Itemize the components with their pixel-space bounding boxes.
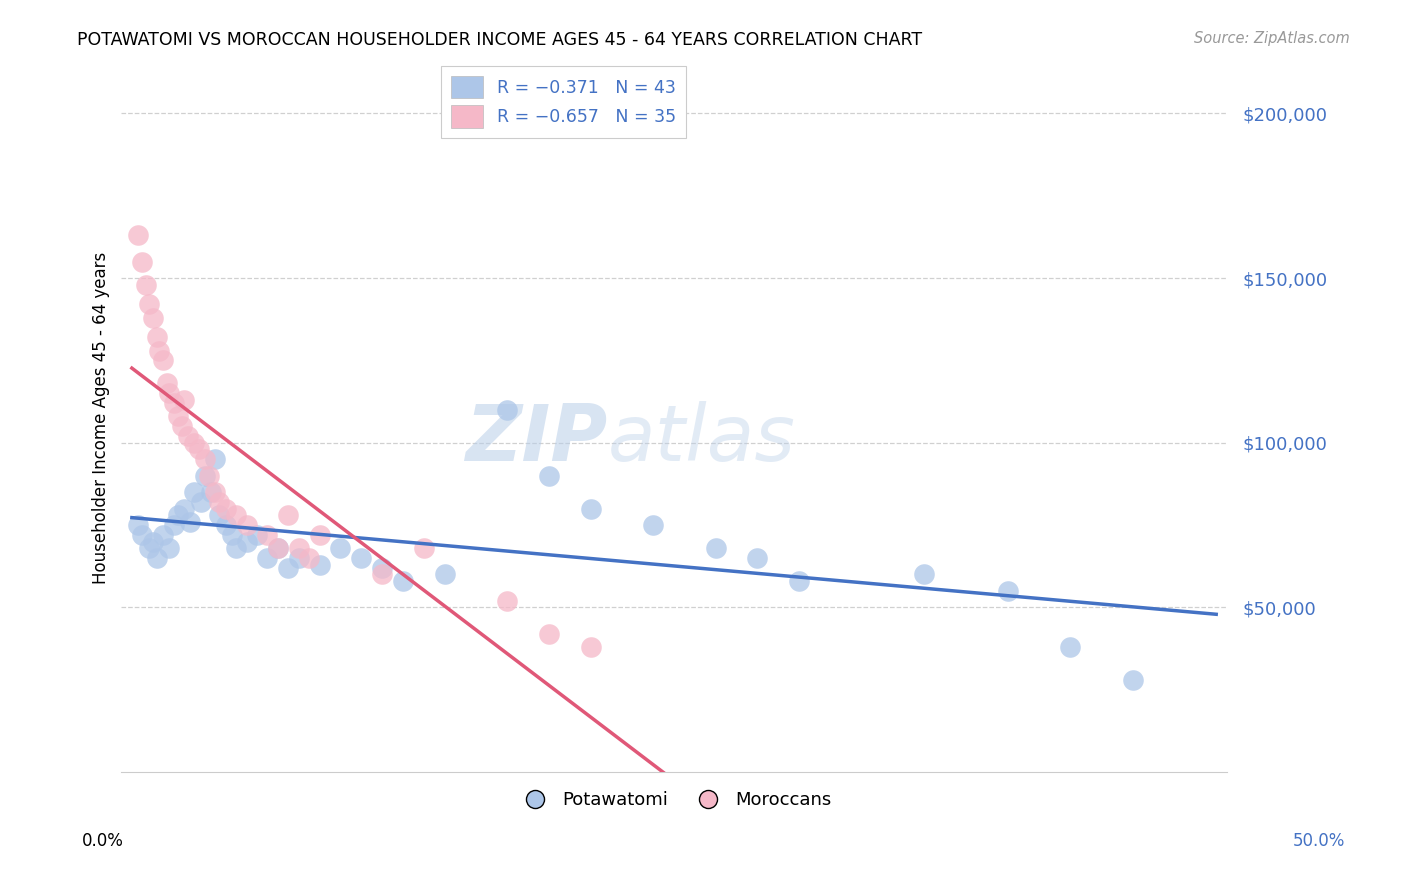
- Point: [142, 534, 165, 549]
- Point: [704, 541, 727, 556]
- Point: [256, 528, 278, 542]
- Point: [152, 353, 174, 368]
- Text: Source: ZipAtlas.com: Source: ZipAtlas.com: [1194, 31, 1350, 46]
- Point: [267, 541, 290, 556]
- Point: [371, 561, 394, 575]
- Point: [267, 541, 290, 556]
- Point: [173, 392, 195, 407]
- Point: [1059, 640, 1081, 654]
- Point: [287, 541, 309, 556]
- Point: [162, 396, 184, 410]
- Point: [298, 551, 321, 566]
- Point: [131, 528, 153, 542]
- Point: [156, 376, 179, 391]
- Text: ZIP: ZIP: [465, 401, 607, 477]
- Point: [225, 541, 247, 556]
- Point: [194, 452, 217, 467]
- Point: [204, 485, 226, 500]
- Point: [131, 254, 153, 268]
- Point: [579, 501, 602, 516]
- Point: [371, 567, 394, 582]
- Point: [225, 508, 247, 523]
- Point: [912, 567, 935, 582]
- Point: [127, 518, 149, 533]
- Point: [157, 386, 180, 401]
- Point: [537, 468, 560, 483]
- Point: [579, 640, 602, 654]
- Point: [166, 409, 188, 424]
- Legend: Potawatomi, Moroccans: Potawatomi, Moroccans: [510, 784, 838, 816]
- Point: [496, 594, 519, 608]
- Point: [277, 561, 299, 575]
- Point: [198, 468, 221, 483]
- Point: [287, 551, 309, 566]
- Y-axis label: Householder Income Ages 45 - 64 years: Householder Income Ages 45 - 64 years: [93, 252, 110, 584]
- Point: [496, 402, 519, 417]
- Point: [200, 485, 222, 500]
- Point: [787, 574, 810, 588]
- Text: 50.0%: 50.0%: [1292, 831, 1346, 849]
- Point: [392, 574, 415, 588]
- Point: [235, 534, 257, 549]
- Point: [246, 528, 269, 542]
- Text: atlas: atlas: [607, 401, 796, 477]
- Point: [183, 435, 205, 450]
- Point: [215, 518, 238, 533]
- Point: [162, 518, 184, 533]
- Point: [208, 495, 231, 509]
- Point: [179, 515, 201, 529]
- Point: [183, 485, 205, 500]
- Point: [1122, 673, 1144, 687]
- Point: [177, 429, 200, 443]
- Point: [747, 551, 769, 566]
- Point: [152, 528, 174, 542]
- Point: [308, 558, 330, 572]
- Point: [173, 501, 195, 516]
- Point: [127, 228, 149, 243]
- Point: [433, 567, 456, 582]
- Point: [194, 468, 217, 483]
- Point: [997, 584, 1019, 599]
- Point: [135, 277, 157, 292]
- Point: [146, 551, 169, 566]
- Point: [170, 419, 193, 434]
- Point: [215, 501, 238, 516]
- Point: [412, 541, 434, 556]
- Point: [350, 551, 373, 566]
- Point: [277, 508, 299, 523]
- Text: POTAWATOMI VS MOROCCAN HOUSEHOLDER INCOME AGES 45 - 64 YEARS CORRELATION CHART: POTAWATOMI VS MOROCCAN HOUSEHOLDER INCOM…: [77, 31, 922, 49]
- Point: [142, 310, 165, 325]
- Point: [148, 343, 170, 358]
- Point: [643, 518, 665, 533]
- Point: [308, 528, 330, 542]
- Point: [221, 528, 243, 542]
- Point: [187, 442, 209, 457]
- Point: [166, 508, 188, 523]
- Point: [329, 541, 352, 556]
- Point: [204, 452, 226, 467]
- Point: [157, 541, 180, 556]
- Point: [256, 551, 278, 566]
- Point: [138, 541, 160, 556]
- Point: [138, 297, 160, 311]
- Text: 0.0%: 0.0%: [82, 831, 124, 849]
- Point: [235, 518, 257, 533]
- Point: [146, 330, 169, 344]
- Point: [190, 495, 212, 509]
- Point: [537, 626, 560, 640]
- Point: [208, 508, 231, 523]
